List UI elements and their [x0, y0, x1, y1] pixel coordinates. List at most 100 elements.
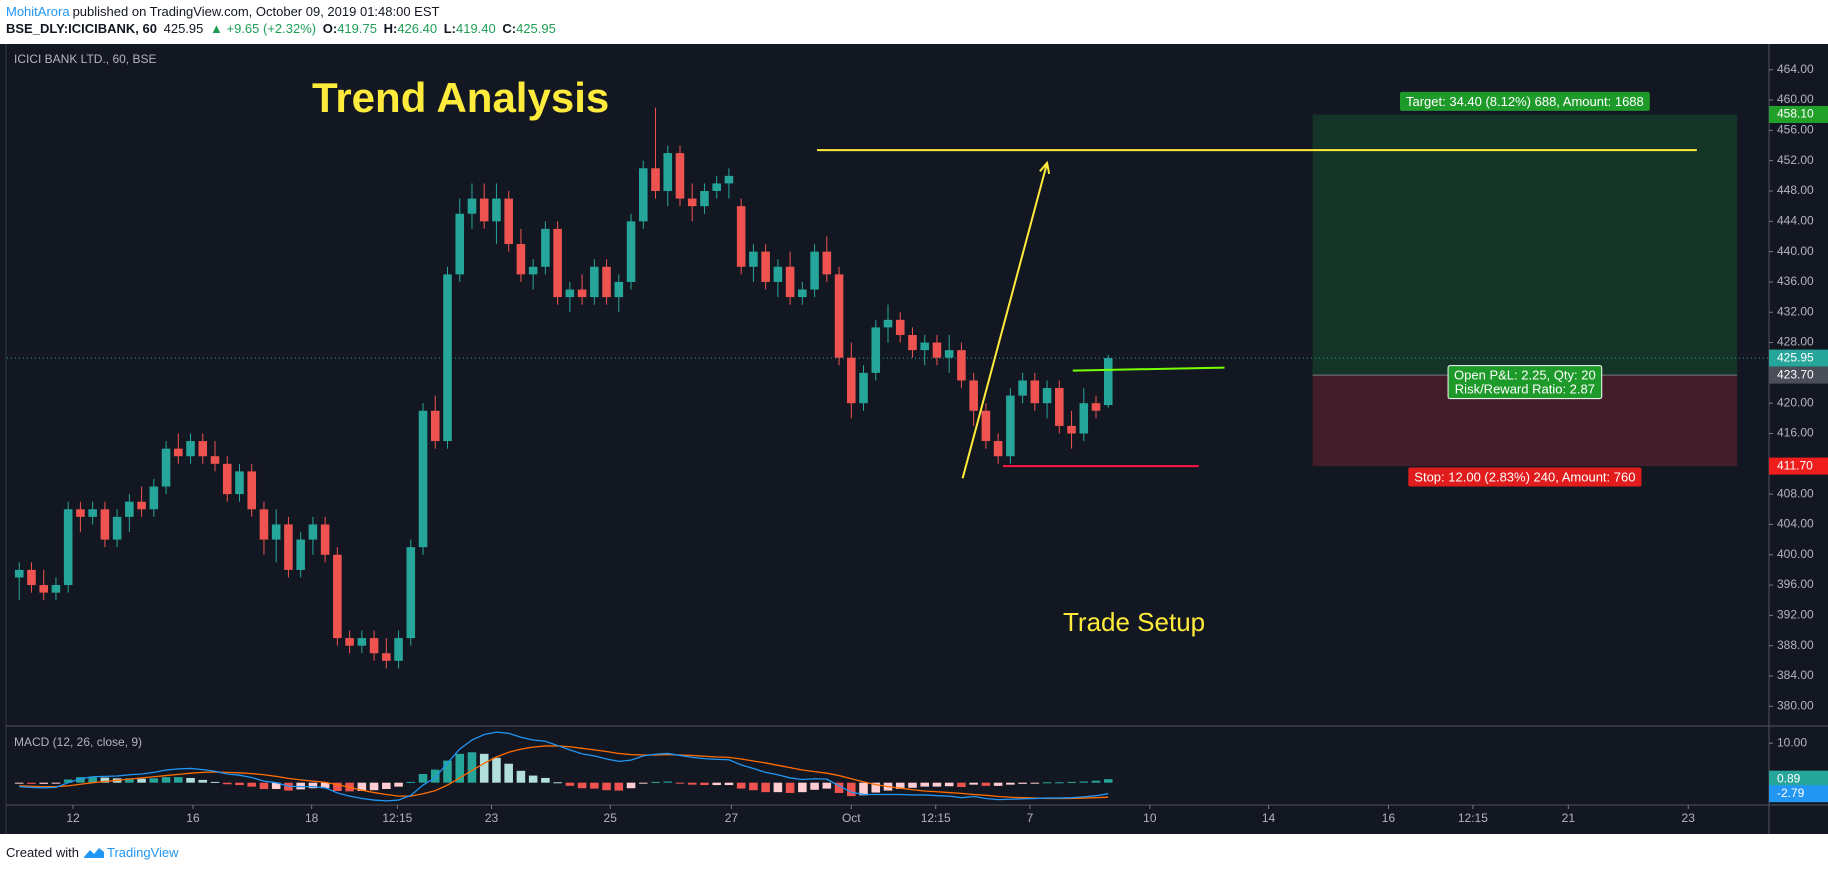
candle-body	[883, 319, 893, 328]
candle-body	[88, 509, 97, 517]
candle-body	[553, 228, 562, 298]
histogram-bar	[100, 777, 110, 783]
target-label-box	[1399, 91, 1650, 111]
histogram-bar	[712, 782, 721, 786]
candle-body	[112, 516, 122, 540]
histogram-bar	[137, 778, 146, 783]
candle-body	[687, 198, 697, 207]
signal-line	[19, 745, 1109, 800]
target-label-group: Target: 34.40 (8.12%) 688, Amount: 1688	[1399, 91, 1650, 111]
trend-arrow	[961, 162, 1049, 479]
y-tick-label: 428.00	[1777, 335, 1814, 349]
x-tick-label: 12:15	[921, 811, 951, 825]
histogram-bar	[969, 782, 978, 785]
y-tick-label: 404.00	[1777, 517, 1814, 531]
histogram-bar	[247, 782, 257, 787]
price-label: -2.79	[1777, 786, 1805, 800]
candle-body	[847, 357, 856, 404]
header-line-2: BSE_DLY:ICICIBANK, 60 425.95 ▲ +9.65 (+2…	[6, 20, 559, 37]
footer: Created with TradingView	[6, 845, 179, 860]
histogram-bar	[333, 782, 342, 791]
histogram-bar	[198, 779, 208, 783]
histogram-bar	[1018, 782, 1027, 784]
y-tick-label: 456.00	[1777, 123, 1814, 137]
candle-body	[932, 342, 942, 358]
candle-body	[149, 486, 159, 510]
x-tick-label: 23	[1682, 811, 1696, 825]
candle-body	[1079, 403, 1089, 434]
x-tick-label: 21	[1562, 811, 1576, 825]
brand[interactable]: TradingView	[106, 845, 179, 860]
histogram-bar	[871, 782, 881, 793]
histogram-bar	[651, 781, 660, 783]
candle-body	[394, 638, 403, 661]
histogram-bar	[14, 782, 24, 784]
histogram-bar	[357, 782, 367, 791]
price-label-box	[1769, 770, 1828, 788]
candle-body	[369, 638, 379, 654]
annotation: Trade Setup	[1063, 607, 1205, 637]
candle-body	[27, 569, 36, 586]
histogram-bar	[1030, 782, 1040, 784]
candle-body	[957, 350, 966, 381]
histogram-bar	[27, 782, 36, 784]
histogram-bar	[430, 769, 440, 783]
candle-body	[908, 334, 917, 351]
author[interactable]: MohitArora	[6, 4, 70, 19]
arrow-head	[1039, 160, 1051, 174]
histogram-bar	[749, 782, 758, 791]
histogram-bar	[834, 782, 844, 793]
histogram-bar	[369, 782, 379, 791]
header: MohitArora published on TradingView.com, …	[6, 3, 559, 37]
histogram-bar	[210, 781, 220, 783]
y-tick-label: 420.00	[1777, 395, 1814, 409]
candle-body	[981, 410, 991, 442]
candle-body	[834, 274, 844, 358]
stop-label-group: Stop: 12.00 (2.83%) 240, Amount: 760	[1408, 467, 1642, 487]
candle-body	[296, 539, 305, 570]
candle-body	[871, 327, 881, 373]
candle-body	[161, 448, 171, 487]
y-tick-label: 380.00	[1777, 698, 1814, 712]
chart-background	[0, 44, 1828, 834]
c-label: C:	[502, 21, 517, 36]
histogram-bar	[125, 778, 134, 783]
macd-title: MACD (12, 26, close, 9)	[14, 735, 142, 749]
candle-body	[969, 380, 978, 411]
candle-body	[1055, 388, 1064, 426]
candle-body	[247, 471, 257, 510]
candle-body	[565, 289, 575, 298]
candle-body	[63, 509, 73, 586]
y-tick-label: 384.00	[1777, 668, 1814, 682]
candle-body	[198, 441, 208, 457]
histogram-bar	[418, 773, 428, 783]
histogram-bar	[993, 782, 1003, 786]
histogram-bar	[675, 782, 685, 784]
candle-body	[1067, 425, 1076, 434]
candle-body	[528, 266, 538, 275]
histogram-bar	[516, 770, 526, 783]
target-label: Target: 34.40 (8.12%) 688, Amount: 1688	[1406, 94, 1644, 109]
profit-zone	[1312, 114, 1738, 376]
histogram-bar	[308, 782, 318, 789]
candle-body	[222, 463, 232, 495]
candle-body	[724, 175, 734, 184]
histogram-bar	[541, 777, 550, 783]
candle-body	[810, 251, 819, 290]
last-price: 425.95	[163, 21, 204, 36]
candle-body	[259, 509, 269, 540]
candle-body	[504, 198, 513, 245]
candle-body	[308, 524, 318, 540]
histogram-bar	[492, 757, 501, 783]
histogram-bar	[1067, 781, 1076, 783]
y-tick-label: 444.00	[1777, 213, 1814, 227]
candle-body	[284, 524, 293, 570]
histogram-bar	[932, 782, 942, 787]
candle-body	[1103, 358, 1113, 406]
histogram-bar	[626, 782, 636, 789]
header-line-1: MohitArora published on TradingView.com, …	[6, 3, 559, 20]
x-tick-label: 7	[1027, 811, 1034, 825]
y-tick-label: 440.00	[1777, 244, 1814, 258]
